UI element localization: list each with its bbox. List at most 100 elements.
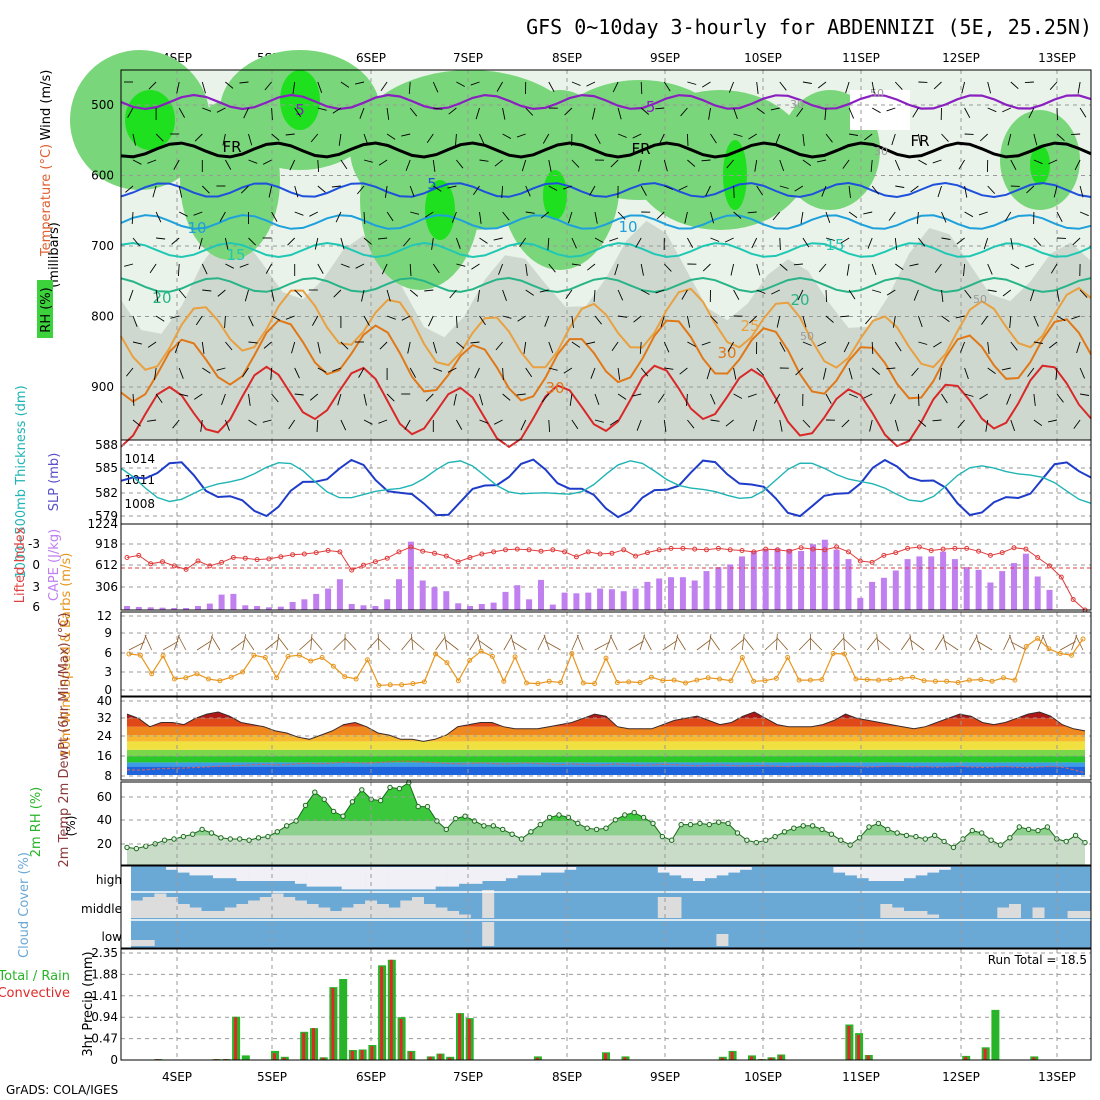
- date-label-bottom: 10SEP: [744, 1070, 782, 1084]
- rh-contour-label: 30: [874, 145, 888, 158]
- wind-barb: [475, 107, 480, 120]
- wind-speed-point: [705, 675, 711, 681]
- rh2m-point: [1072, 832, 1079, 839]
- wind-barb: [911, 367, 919, 377]
- panel-frame: [120, 696, 1092, 781]
- cloud-middle-fill: [903, 911, 916, 918]
- cape-bar: [857, 597, 864, 610]
- cloud-middle-fill: [915, 911, 928, 918]
- rh2m-point: [481, 823, 487, 829]
- wind-barb: [338, 133, 342, 146]
- wind-barb: [332, 367, 342, 372]
- wind-barb: [317, 185, 326, 193]
- wind-barb: [548, 159, 552, 172]
- rh2m-point: [659, 833, 666, 840]
- slp-axis-label: SLP (mb): [47, 453, 62, 512]
- wind-barb: [614, 263, 619, 276]
- wind-barb: [1076, 341, 1081, 354]
- wind-barb: [663, 341, 670, 353]
- wind-barb-10m: [605, 634, 612, 651]
- precip-convective-bar: [866, 1055, 870, 1060]
- thickness-tick: 588: [95, 438, 118, 452]
- rh2m-point: [424, 803, 431, 810]
- wind-barb: [542, 133, 550, 144]
- wind-speed-point: [206, 676, 211, 682]
- wind-barb: [1009, 315, 1012, 328]
- rh-legend-swatch: [37, 280, 53, 338]
- wind-barb: [202, 367, 211, 374]
- wind-speed-point: [1057, 651, 1063, 656]
- wind-barb: [594, 419, 604, 423]
- wind-barb: [195, 315, 203, 326]
- rh2m-point: [143, 843, 149, 849]
- wind-barb: [386, 393, 395, 402]
- wind-barb: [728, 81, 735, 93]
- cloud-low-fill: [131, 940, 143, 946]
- cape-bar: [810, 544, 816, 610]
- wind-barb: [479, 133, 485, 145]
- wind-barb: [617, 393, 627, 400]
- cloud-panel: high middle low Cloud Cover (%): [17, 852, 1092, 958]
- wind-barb: [473, 185, 480, 196]
- wind-barb: [886, 367, 896, 370]
- wind-barb: [802, 315, 807, 328]
- wind-barb-10m: [411, 638, 425, 651]
- rh2m-point: [246, 837, 252, 843]
- cloud-high-fill: [833, 867, 846, 873]
- wind-barb-10m: [401, 636, 413, 651]
- li-point: [644, 550, 650, 556]
- cloud-high-fill: [903, 867, 916, 879]
- wind-barb: [571, 81, 581, 86]
- wind-barb: [447, 367, 457, 373]
- cloud-high-fill: [938, 867, 951, 870]
- cape-bar: [928, 556, 935, 610]
- rh2m-point: [875, 820, 882, 827]
- li-point: [290, 552, 296, 558]
- wind-barb: [337, 393, 342, 406]
- wind-barb: [548, 81, 555, 92]
- wind-barb-10m: [128, 641, 145, 651]
- contour-label: 5: [427, 175, 437, 193]
- temp-tick: 16: [97, 749, 112, 763]
- rh2m-point: [509, 831, 515, 837]
- contour-label: -5: [641, 98, 656, 116]
- wind-barb: [340, 159, 348, 170]
- pressure-tick: 600: [91, 169, 114, 183]
- wind-barb: [248, 315, 254, 327]
- rh2m-point: [997, 842, 1004, 848]
- wind-barb: [825, 237, 835, 241]
- wind-barb: [802, 159, 812, 166]
- wind-barb: [222, 133, 226, 146]
- wind-barb: [1010, 237, 1014, 250]
- wind-barb: [658, 133, 665, 145]
- wind-barb: [177, 263, 180, 277]
- cloud-middle-fill: [388, 907, 401, 918]
- wind-barb: [773, 393, 781, 404]
- wind-barb: [747, 211, 757, 214]
- wind-barb: [825, 393, 832, 404]
- precip-convective-bar: [623, 1057, 627, 1060]
- contour-label: 20: [152, 289, 171, 307]
- wind-barb: [124, 263, 134, 267]
- wind-barb-10m: [1003, 635, 1011, 651]
- li-point: [976, 548, 982, 554]
- wind-speed-point: [807, 677, 813, 683]
- wind-barb: [479, 419, 489, 424]
- rh2m-point: [800, 823, 806, 829]
- li-point: [491, 549, 497, 555]
- rh2m-point: [443, 826, 449, 833]
- wind-barb: [271, 211, 278, 222]
- rh2m-point: [913, 833, 919, 840]
- wind-barb: [727, 341, 734, 352]
- cloud-middle-fill: [330, 911, 342, 918]
- wind-barb: [502, 367, 504, 381]
- cape-bar: [301, 599, 308, 610]
- wind-speed-point: [421, 679, 427, 685]
- wind-speed-point: [1069, 652, 1075, 658]
- wind-barb: [802, 133, 805, 146]
- wind-barb: [756, 185, 763, 196]
- rh2m-point: [528, 829, 534, 835]
- contour-label: 20: [790, 291, 809, 309]
- wind-speed-point: [444, 660, 450, 666]
- wind-barb-10m: [310, 633, 313, 651]
